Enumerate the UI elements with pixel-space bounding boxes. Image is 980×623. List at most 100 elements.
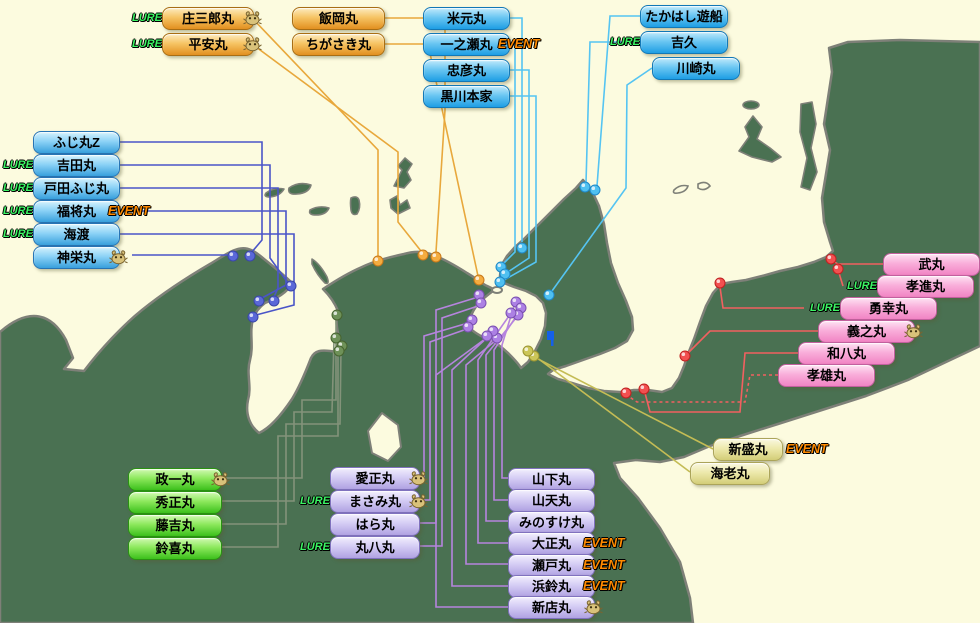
event-badge: EVENT [583,557,625,572]
marker-highlight [681,352,686,357]
boat-button-miura-purple-1[interactable]: まさみ丸 [330,490,428,513]
event-badge: EVENT [498,36,540,51]
boat-button-miura-purple-10[interactable]: 新店丸 [508,596,603,619]
route-line [118,233,295,316]
boat-name: たかはし遊船 [645,9,723,24]
marker-highlight [483,332,488,337]
boat-button-sagami-orange-0[interactable]: 庄三郎丸 [162,7,262,30]
boat-name: 福将丸 [56,204,96,219]
boat-button-suruga-blue-4[interactable]: 海渡 [33,223,120,246]
boat-button-suruga-blue-2[interactable]: 戸田ふじ丸 [33,177,120,200]
boat-button-izu-green-3[interactable]: 鈴喜丸 [128,537,222,560]
boat-button-kenzaki-yellow-1[interactable]: 海老丸 [690,462,770,485]
boat-row: たかはし遊船 [640,5,728,28]
flag-marker [547,331,554,346]
boat-button-izu-green-2[interactable]: 藤吉丸 [128,514,222,537]
boat-button-suruga-blue-5[interactable]: 神栄丸 [33,246,128,269]
boat-button-sagami-orange-1[interactable]: 平安丸 [162,33,262,56]
marker-highlight [270,297,275,302]
boat-button-izu-green-0[interactable]: 政一丸 [128,468,230,491]
marker-highlight [475,291,480,296]
route-line [222,353,339,548]
boat-button-miura-purple-9[interactable]: 浜鈴丸 [508,575,595,598]
boat-row: LURE まさみ丸 [300,490,428,513]
route-line [118,210,287,299]
crab-icon [584,599,603,614]
lure-badge: LURE [810,301,840,314]
boat-button-suruga-blue-0[interactable]: ふじ丸Z [33,131,120,154]
boat-button-miura-purple-6[interactable]: みのすけ丸 [508,511,595,534]
route-line [493,311,520,501]
boat-button-tokyobay-cyan-6[interactable]: 川崎丸 [652,57,740,80]
boat-button-boso-pink-1[interactable]: 孝進丸 [877,275,974,298]
marker-highlight [545,291,550,296]
lure-badge: LURE [847,279,877,292]
boat-button-miura-purple-3[interactable]: 丸八丸 [330,536,420,559]
boat-button-miura-purple-8[interactable]: 瀬戸丸 [508,554,595,577]
marker-highlight [432,253,437,257]
marker-highlight [591,186,596,190]
crab-icon [904,323,923,338]
boat-name: 新盛丸 [728,442,768,457]
boat-button-tokyobay-cyan-5[interactable]: 吉久 [640,31,728,54]
boat-row: LURE 戸田ふじ丸 [3,177,120,200]
boat-row: LURE 庄三郎丸 [132,7,262,30]
boat-row: 山天丸 [508,489,595,512]
boat-button-izu-green-1[interactable]: 秀正丸 [128,491,222,514]
boat-button-miura-purple-2[interactable]: はら丸 [330,513,420,536]
boat-button-miura-purple-5[interactable]: 山天丸 [508,489,595,512]
boat-name: 孝雄丸 [806,368,846,383]
boat-row: 藤吉丸 [128,514,222,537]
boat-name: はら丸 [355,517,395,532]
boat-name: まさみ丸 [348,494,401,509]
boat-row: LURE 吉田丸 [3,154,120,177]
boat-button-miura-purple-7[interactable]: 大正丸 [508,532,595,555]
boat-name: ちがさき丸 [305,37,371,52]
boat-button-sagami-orange-2[interactable]: 飯岡丸 [292,7,385,30]
route-line [435,338,508,608]
marker-highlight [464,323,469,328]
boat-button-sagami-orange-3[interactable]: ちがさき丸 [292,33,385,56]
boat-button-miura-purple-0[interactable]: 愛正丸 [330,467,428,490]
crab-icon [409,493,428,508]
boat-button-boso-pink-2[interactable]: 勇幸丸 [840,297,937,320]
boat-name: みのすけ丸 [518,515,584,530]
boat-button-boso-pink-0[interactable]: 武丸 [883,253,980,276]
boat-button-boso-pink-3[interactable]: 義之丸 [818,320,923,343]
marker-highlight [512,298,517,303]
boat-button-tokyobay-cyan-2[interactable]: 忠彦丸 [423,59,510,82]
boat-button-suruga-blue-3[interactable]: 福将丸 [33,200,120,223]
boat-button-miura-purple-4[interactable]: 山下丸 [508,468,595,491]
marker-highlight [338,342,343,347]
chiba-lakes [672,181,712,194]
event-badge: EVENT [583,535,625,550]
marker-highlight [229,252,234,256]
boat-row: 武丸 [883,253,980,276]
lure-badge: LURE [132,11,162,24]
boat-row: 新店丸 [508,596,603,619]
lure-badge: LURE [3,158,33,171]
boat-name: 黒川本家 [440,89,493,104]
boat-button-boso-pink-4[interactable]: 和八丸 [798,342,895,365]
marker-highlight [489,327,494,332]
boat-button-tokyobay-cyan-0[interactable]: 米元丸 [423,7,510,30]
boat-button-tokyobay-cyan-3[interactable]: 黒川本家 [423,85,510,108]
boat-row: 黒川本家 [423,85,510,108]
route-line [585,41,640,184]
marker-highlight [468,316,473,321]
boat-button-suruga-blue-1[interactable]: 吉田丸 [33,154,120,177]
route-line [501,305,515,479]
boat-button-kenzaki-yellow-0[interactable]: 新盛丸 [713,438,783,461]
boat-name: 武丸 [918,257,945,272]
boat-button-tokyobay-cyan-4[interactable]: たかはし遊船 [640,5,728,28]
boat-row: 浜鈴丸 EVENT [508,575,625,598]
boat-name: 米元丸 [446,11,486,26]
marker-highlight [255,297,260,302]
marker-highlight [581,183,586,187]
boat-button-tokyobay-cyan-1[interactable]: 一之瀬丸 [423,33,510,56]
crab-icon [211,471,230,486]
boat-row: LURE 平安丸 [132,33,262,56]
enoshima-island [491,286,503,294]
boat-button-boso-pink-5[interactable]: 孝雄丸 [778,364,875,387]
